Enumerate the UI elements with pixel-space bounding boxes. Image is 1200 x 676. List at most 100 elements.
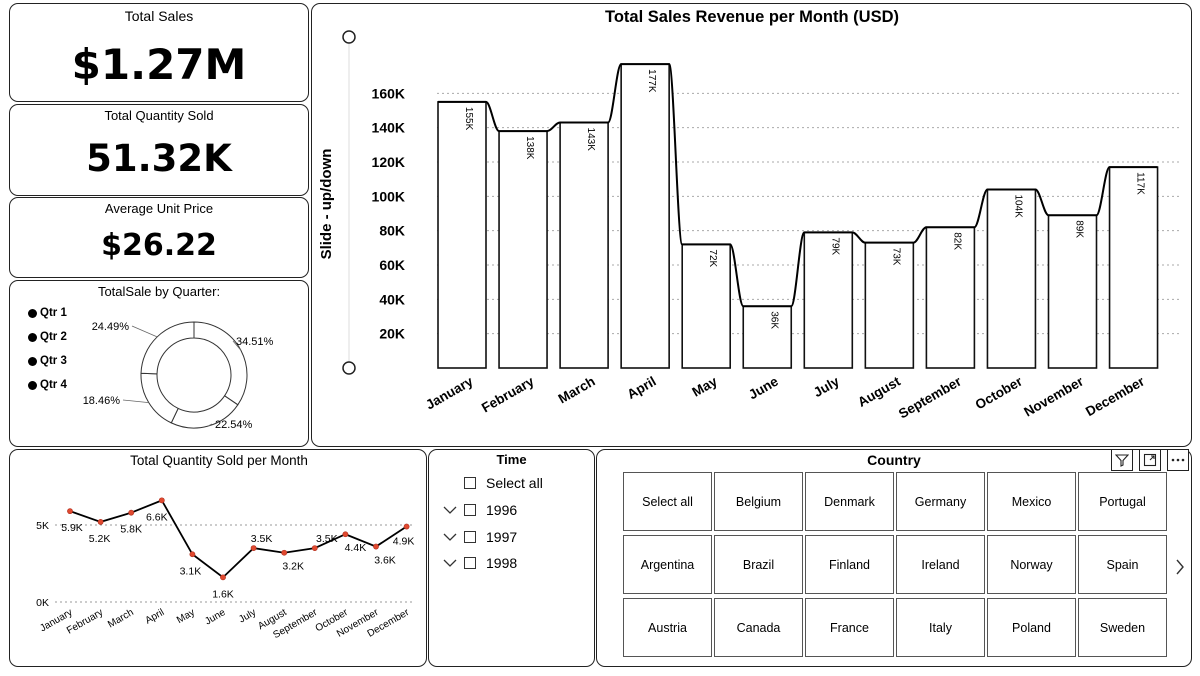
chevron-down-icon[interactable]: [442, 503, 460, 517]
y-tick-label: 160K: [372, 85, 405, 101]
country-button-brazil[interactable]: Brazil: [714, 535, 803, 594]
time-year-1996[interactable]: 1996: [442, 499, 517, 521]
donut-slice-3: [140, 372, 179, 424]
legend-qtr4[interactable]: Qtr 4: [28, 379, 67, 391]
quarter-panel: TotalSale by Quarter: Qtr 1 Qtr 2 Qtr 3 …: [9, 280, 309, 447]
x-tick-label: February: [479, 373, 537, 415]
country-button-mexico[interactable]: Mexico: [987, 472, 1076, 531]
legend-label: Qtr 3: [40, 355, 67, 367]
bar-data-label: 143K: [585, 128, 596, 152]
point-label: 6.6K: [146, 511, 168, 523]
legend-dot-icon: [28, 380, 37, 390]
legend-qtr2[interactable]: Qtr 2: [28, 331, 67, 343]
x-tick-label: July: [237, 607, 258, 625]
filter-icon: [1115, 454, 1129, 467]
bar-data-label: 73K: [890, 248, 901, 266]
bar-data-label: 177K: [646, 69, 657, 93]
bar-data-label: 89K: [1074, 220, 1085, 238]
legend-dot-icon: [28, 332, 37, 342]
bar-december: [1108, 166, 1159, 369]
donut-label: 22.54%: [215, 419, 253, 431]
slider-bottom-handle[interactable]: [342, 361, 356, 375]
checkbox-icon[interactable]: [464, 557, 476, 569]
country-button-belgium[interactable]: Belgium: [714, 472, 803, 531]
x-tick-label: October: [973, 373, 1026, 412]
country-button-germany[interactable]: Germany: [896, 472, 985, 531]
quantity-chart-title: Total Quantity Sold per Month: [130, 453, 308, 468]
point-label: 5.2K: [89, 533, 111, 545]
checkbox-icon[interactable]: [464, 477, 476, 489]
year-label: 1996: [486, 502, 518, 518]
time-year-1998[interactable]: 1998: [442, 552, 517, 574]
checkbox-icon[interactable]: [464, 504, 476, 516]
country-button-select-all[interactable]: Select all: [623, 472, 712, 531]
y-tick-label: 140K: [372, 120, 405, 136]
bar-data-label: 79K: [829, 237, 840, 255]
legend-dot-icon: [28, 356, 37, 366]
data-point: [250, 545, 257, 551]
bar-november: [1047, 214, 1098, 369]
donut-label: 18.46%: [83, 395, 121, 407]
donut-slice-1: [193, 321, 248, 406]
donut-leader-line: [122, 399, 149, 404]
x-tick-label: April: [143, 607, 166, 627]
filter-button[interactable]: [1111, 449, 1133, 471]
time-select-all[interactable]: Select all: [464, 472, 543, 494]
country-button-finland[interactable]: Finland: [805, 535, 894, 594]
checkbox-icon[interactable]: [464, 531, 476, 543]
chevron-down-icon[interactable]: [442, 530, 460, 544]
x-tick-label: January: [423, 373, 476, 412]
donut-label: 34.51%: [236, 336, 274, 348]
country-button-norway[interactable]: Norway: [987, 535, 1076, 594]
bar-april: [620, 63, 670, 369]
legend-qtr1[interactable]: Qtr 1: [28, 307, 67, 319]
legend-label: Qtr 1: [40, 307, 67, 319]
more-icon: [1171, 458, 1185, 462]
legend-label: Qtr 2: [40, 331, 67, 343]
country-button-argentina[interactable]: Argentina: [623, 535, 712, 594]
x-tick-label: April: [625, 374, 659, 402]
x-tick-label: November: [1021, 373, 1086, 419]
quantity-line: [69, 499, 408, 579]
bar-data-label: 104K: [1012, 194, 1023, 218]
chevron-down-icon[interactable]: [442, 556, 460, 570]
country-button-spain[interactable]: Spain: [1078, 535, 1167, 594]
country-button-italy[interactable]: Italy: [896, 598, 985, 657]
country-button-denmark[interactable]: Denmark: [805, 472, 894, 531]
country-button-ireland[interactable]: Ireland: [896, 535, 985, 594]
legend-dot-icon: [28, 308, 37, 318]
chevron-right-icon[interactable]: [1173, 557, 1187, 577]
data-point: [311, 545, 318, 551]
data-point: [373, 543, 379, 550]
country-button-poland[interactable]: Poland: [987, 598, 1076, 657]
time-year-1997[interactable]: 1997: [442, 526, 517, 548]
slider-top-handle[interactable]: [342, 30, 356, 44]
point-label: 4.9K: [393, 536, 415, 548]
legend-qtr3[interactable]: Qtr 3: [28, 355, 67, 367]
country-button-sweden[interactable]: Sweden: [1078, 598, 1167, 657]
revenue-trend-line: [438, 63, 1158, 308]
country-button-portugal[interactable]: Portugal: [1078, 472, 1167, 531]
y-tick-label: 100K: [372, 188, 405, 204]
legend-label: Qtr 4: [40, 379, 67, 391]
country-button-france[interactable]: France: [805, 598, 894, 657]
country-button-canada[interactable]: Canada: [714, 598, 803, 657]
y-tick-label: 5K: [36, 520, 49, 532]
bar-october: [986, 188, 1037, 369]
data-point: [158, 497, 165, 504]
y-tick-label: 40K: [379, 291, 405, 307]
more-options-button[interactable]: [1167, 449, 1189, 471]
point-label: 5.9K: [61, 522, 83, 534]
donut-leader-line: [131, 325, 158, 338]
donut-label: 24.49%: [92, 321, 130, 333]
bar-july: [803, 231, 854, 369]
total-sales-card: Total Sales $1.27M: [9, 3, 309, 102]
bar-data-label: 82K: [951, 232, 962, 250]
point-label: 1.6K: [212, 588, 234, 600]
focus-mode-button[interactable]: [1139, 449, 1161, 471]
total-quantity-title: Total Quantity Sold: [104, 108, 214, 123]
country-button-austria[interactable]: Austria: [623, 598, 712, 657]
data-point: [281, 549, 288, 556]
x-tick-label: May: [175, 607, 197, 626]
